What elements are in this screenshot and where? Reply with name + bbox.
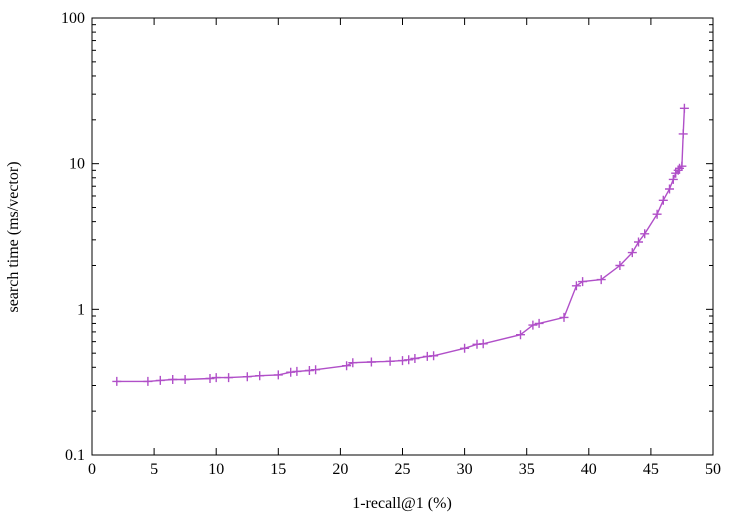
x-tick-label: 25	[395, 461, 411, 478]
x-tick-label: 40	[581, 461, 597, 478]
x-tick-label: 5	[150, 461, 158, 478]
x-tick-label: 50	[705, 461, 721, 478]
y-tick-label: 100	[61, 10, 85, 27]
x-tick-label: 10	[208, 461, 224, 478]
series-line	[116, 108, 686, 383]
y-tick-label: 0.1	[65, 447, 85, 464]
series-markers	[112, 103, 689, 386]
data-series	[112, 103, 689, 386]
x-tick-label: 20	[332, 461, 348, 478]
y-axis-title: search time (ms/vector)	[5, 161, 22, 312]
plot-border	[91, 17, 714, 456]
x-tick-label: 30	[457, 461, 473, 478]
x-tick-label: 35	[519, 461, 535, 478]
x-tick-label: 15	[270, 461, 286, 478]
axis-tick-labels: 0 5 10 15 20 25 30 35 40 45 50 0.1 1 10 100	[61, 10, 721, 478]
axis-ticks	[91, 17, 714, 456]
x-tick-label: 45	[643, 461, 659, 478]
y-tick-label: 1	[77, 301, 85, 318]
x-axis-title: 1-recall@1 (%)	[352, 495, 452, 512]
x-tick-label: 0	[88, 461, 96, 478]
y-tick-label: 10	[69, 156, 85, 173]
